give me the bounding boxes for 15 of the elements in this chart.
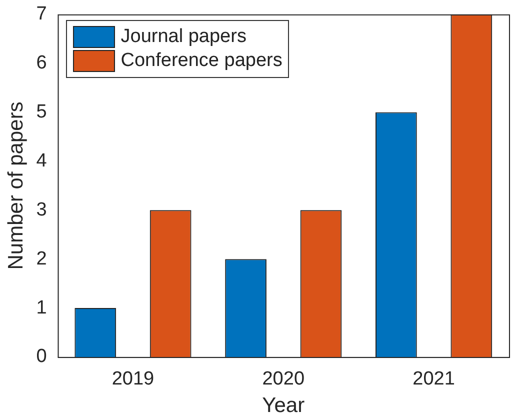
x-tick-label: 2021 [412,368,455,390]
y-axis-title: Number of papers [4,102,28,270]
x-tick-label: 2019 [112,368,154,390]
y-tick-label: 5 [36,102,47,123]
y-tick-label: 6 [36,52,47,74]
x-tick-label: 2020 [262,368,305,390]
y-tick-label: 3 [36,199,47,220]
y-tick-label: 2 [36,248,47,270]
legend-label: Journal papers [120,26,246,48]
y-tick-label: 7 [36,4,47,25]
y-tick-label: 4 [36,150,48,172]
legend-label: Conference papers [120,50,282,72]
y-tick-label: 1 [36,297,47,318]
y-tick-label: 0 [36,346,47,368]
x-axis-title: Year [262,394,305,418]
